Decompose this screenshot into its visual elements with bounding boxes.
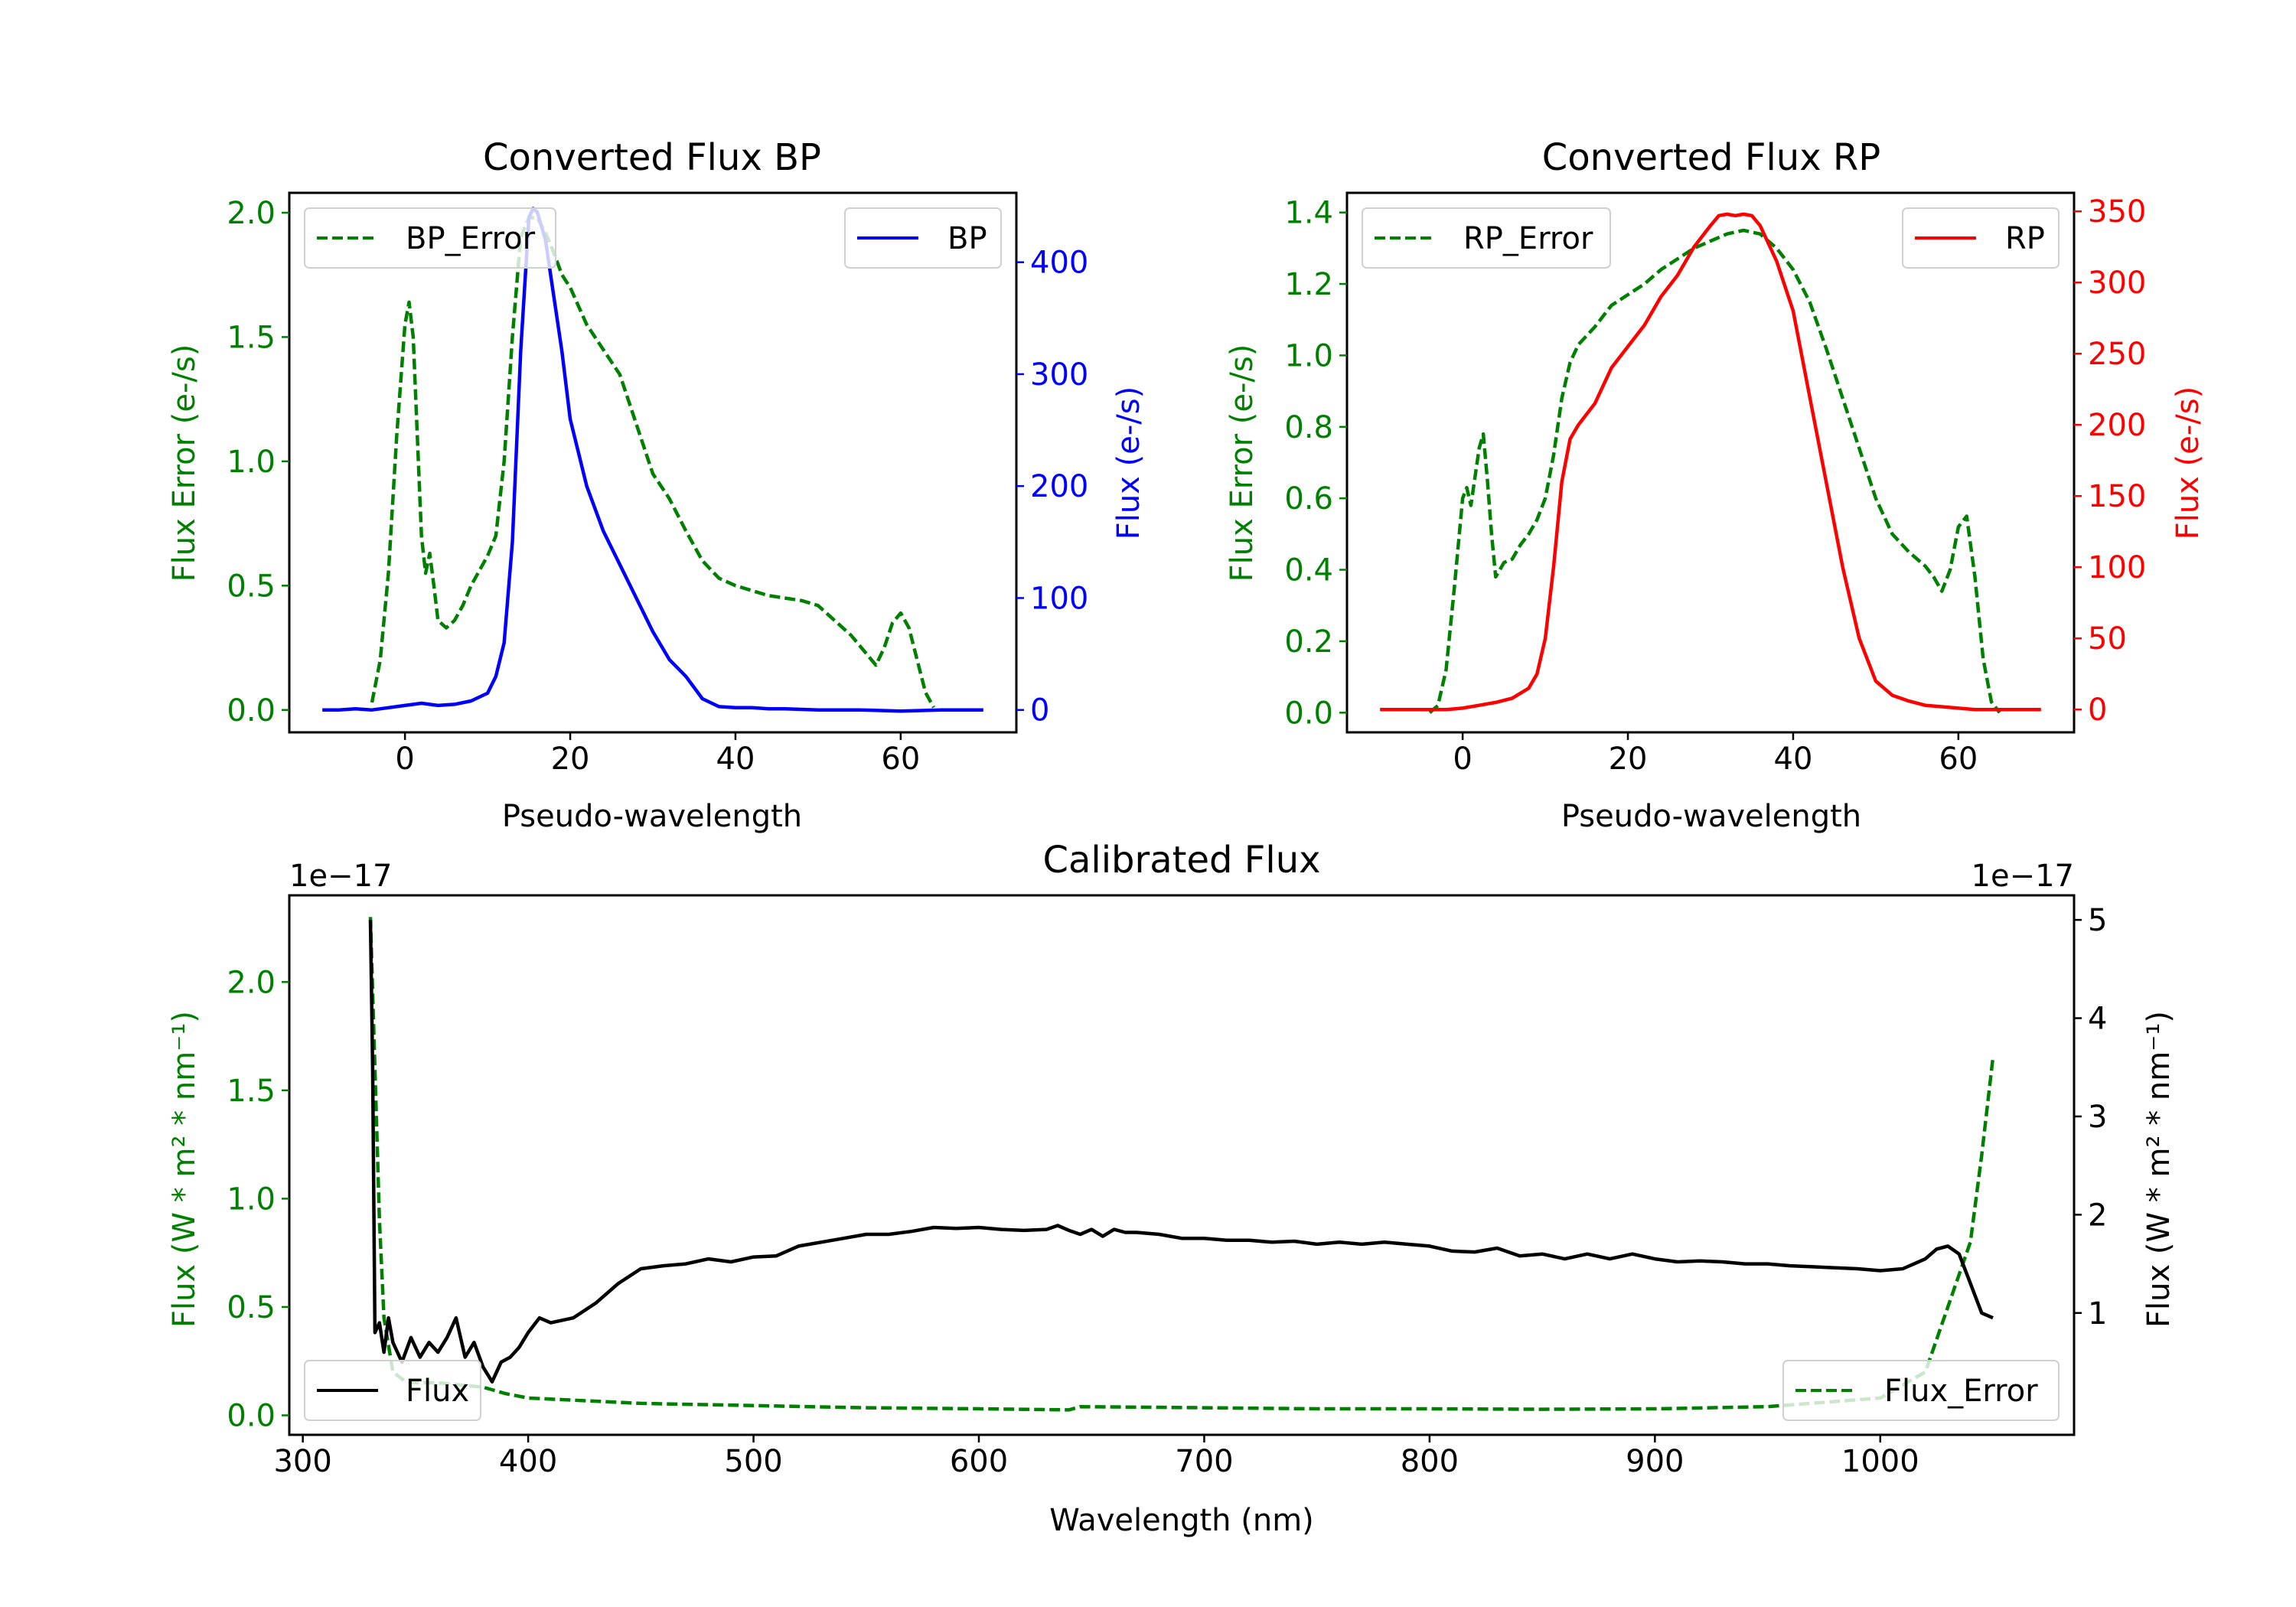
rp-x-tick-label: 40: [1774, 742, 1813, 777]
cal-y-right-label: Flux (W * m² * nm⁻¹): [2141, 1011, 2177, 1328]
calibrated-y-right-tick-label: 5: [2088, 903, 2107, 938]
rp-y-left-tick-label: 0.2: [1284, 624, 1333, 660]
rp-legend-left: RP_Error: [1362, 207, 1611, 269]
rp-y-left-tick-label: 0.6: [1284, 481, 1333, 517]
calibrated-x-tick-label: 600: [950, 1444, 1008, 1479]
calibrated-y-right-tick-label: 2: [2088, 1198, 2107, 1233]
calibrated-x-tick-label: 500: [724, 1444, 782, 1479]
bp-x-tick-label: 20: [551, 742, 590, 777]
calibrated-series-flux-error: [368, 917, 1995, 1412]
rp-y-right-tick-label: 150: [2088, 479, 2146, 514]
rp-y-right-tick-label: 100: [2088, 550, 2146, 585]
rp-title: Converted Flux RP: [1542, 136, 1880, 179]
bp-x-tick-label: 40: [716, 742, 755, 777]
bp-x-tick-label: 0: [395, 742, 414, 777]
rp-x-tick-label: 60: [1939, 742, 1978, 777]
rp-y-right-tick-label: 200: [2088, 408, 2146, 443]
rp-y-right-tick-label: 300: [2088, 266, 2146, 301]
calibrated-x-tick-label: 400: [499, 1444, 557, 1479]
calibrated-y-right-tick-label: 4: [2088, 1002, 2107, 1037]
rp-y-right-tick-label: 250: [2088, 337, 2146, 372]
cal-title: Calibrated Flux: [1042, 839, 1320, 882]
cal-legend-left: Flux: [304, 1360, 481, 1421]
rp-legend-error-label: RP_Error: [1463, 221, 1593, 256]
rp-legend-right: RP: [1902, 207, 2060, 269]
calibrated-x-tick-label: 800: [1401, 1444, 1459, 1479]
calibrated-x-tick-label: 900: [1626, 1444, 1684, 1479]
bp-legend-left: BP_Error: [304, 207, 556, 269]
bp-series-bp: [322, 207, 983, 713]
bp-y-left-label: Flux Error (e-/s): [167, 344, 202, 582]
bp-y-right-tick-label: 100: [1030, 581, 1088, 616]
cal-x-axis-label: Wavelength (nm): [1049, 1503, 1314, 1538]
calibrated-y-right-tick-label: 1: [2088, 1296, 2107, 1332]
rp-y-left-tick-label: 0.0: [1284, 696, 1333, 731]
calibrated-y-left-tick-label: 0.5: [227, 1290, 276, 1325]
cal-legend-right: Flux_Error: [1782, 1360, 2060, 1421]
cal-legend-flux-label: Flux: [406, 1374, 469, 1409]
bp-legend-error-label: BP_Error: [406, 221, 536, 256]
bp-y-left-tick-label: 1.5: [227, 320, 276, 355]
rp-y-left-tick-label: 0.8: [1284, 410, 1333, 445]
rp-y-right-label: Flux (e-/s): [2170, 386, 2206, 539]
rp-y-right-tick-label: 50: [2088, 621, 2127, 657]
rp-y-left-tick-label: 1.4: [1284, 196, 1333, 231]
rp-y-left-tick-label: 1.2: [1284, 267, 1333, 302]
cal-offset-right: 1e−17: [1971, 859, 2074, 894]
calibrated-x-tick-label: 300: [273, 1444, 331, 1479]
bp-y-left-tick-label: 0.5: [227, 569, 276, 604]
bp-y-left-tick-label: 2.0: [227, 196, 276, 231]
bp-legend-flux-label: BP: [947, 221, 987, 256]
rp-y-left-label: Flux Error (e-/s): [1225, 344, 1260, 582]
rp-legend-flux-label: RP: [2005, 221, 2045, 256]
bp-y-left-tick-label: 0.0: [227, 693, 276, 729]
bp-title: Converted Flux BP: [483, 136, 821, 179]
rp-series-group: [1380, 212, 2041, 715]
rp-x-axis-label: Pseudo-wavelength: [1561, 799, 1861, 834]
calibrated-chart: Calibrated Flux 1e−17 1e−17 Wavelength (…: [167, 839, 2177, 1538]
bp-chart: Converted Flux BP Pseudo-wavelength Flux…: [167, 136, 1146, 834]
rp-x-tick-label: 0: [1453, 742, 1472, 777]
cal-legend-error-label: Flux_Error: [1884, 1374, 2038, 1409]
bp-y-right-tick-label: 300: [1030, 357, 1088, 393]
rp-chart: Converted Flux RP Pseudo-wavelength Flux…: [1225, 136, 2206, 834]
calibrated-y-left-tick-label: 2.0: [227, 965, 276, 1000]
rp-series-rp-error: [1428, 228, 2001, 715]
calibrated-y-right-tick-label: 3: [2088, 1100, 2107, 1135]
bp-y-right-tick-label: 400: [1030, 246, 1088, 281]
calibrated-series-flux: [368, 920, 1994, 1384]
rp-y-left-tick-label: 0.4: [1284, 553, 1333, 588]
bp-y-right-tick-label: 200: [1030, 469, 1088, 504]
calibrated-y-left-tick-label: 0.0: [227, 1399, 276, 1434]
bp-plot-frame: [288, 191, 1018, 734]
rp-y-right-tick-label: 350: [2088, 194, 2146, 230]
bp-y-right-label: Flux (e-/s): [1111, 386, 1146, 539]
bp-series-group: [322, 207, 983, 713]
bp-legend-right: BP: [844, 207, 1002, 269]
rp-y-left-tick-label: 1.0: [1284, 338, 1333, 373]
calibrated-x-tick-label: 700: [1175, 1444, 1233, 1479]
bp-y-left-tick-label: 1.0: [227, 445, 276, 480]
calibrated-y-left-tick-label: 1.0: [227, 1182, 276, 1217]
bp-y-right-tick-label: 0: [1030, 693, 1049, 729]
bp-x-axis-label: Pseudo-wavelength: [502, 799, 802, 834]
bp-x-tick-label: 60: [881, 742, 920, 777]
rp-y-right-tick-label: 0: [2088, 693, 2107, 728]
calibrated-series-group: [368, 917, 1995, 1412]
cal-y-left-label: Flux (W * m² * nm⁻¹): [167, 1011, 202, 1328]
cal-plot-frame: [288, 894, 2076, 1436]
rp-plot-frame: [1345, 191, 2076, 734]
calibrated-y-left-tick-label: 1.5: [227, 1074, 276, 1109]
rp-series-rp: [1380, 212, 2041, 712]
cal-offset-left: 1e−17: [289, 859, 392, 894]
rp-x-tick-label: 20: [1609, 742, 1648, 777]
calibrated-x-tick-label: 1000: [1841, 1444, 1919, 1479]
